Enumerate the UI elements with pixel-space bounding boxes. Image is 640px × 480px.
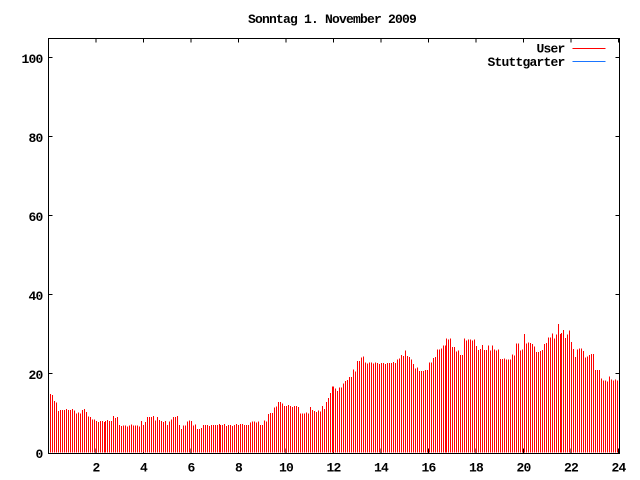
svg-text:4: 4 <box>140 461 148 476</box>
svg-text:Sonntag 1. November 2009: Sonntag 1. November 2009 <box>248 12 417 27</box>
svg-text:20: 20 <box>516 461 531 476</box>
svg-text:2: 2 <box>92 461 100 476</box>
svg-text:16: 16 <box>421 461 436 476</box>
svg-text:20: 20 <box>28 368 43 383</box>
svg-text:0: 0 <box>35 447 43 462</box>
svg-text:100: 100 <box>21 52 43 67</box>
svg-text:22: 22 <box>564 461 579 476</box>
svg-text:24: 24 <box>611 461 626 476</box>
svg-text:18: 18 <box>469 461 484 476</box>
svg-text:12: 12 <box>326 461 341 476</box>
svg-text:6: 6 <box>187 461 195 476</box>
svg-text:10: 10 <box>279 461 294 476</box>
svg-text:80: 80 <box>28 131 43 146</box>
svg-text:Stuttgarter: Stuttgarter <box>487 55 564 70</box>
svg-text:40: 40 <box>28 289 43 304</box>
svg-text:14: 14 <box>374 461 389 476</box>
svg-text:60: 60 <box>28 210 43 225</box>
svg-text:8: 8 <box>235 461 243 476</box>
svg-text:User: User <box>536 42 564 57</box>
